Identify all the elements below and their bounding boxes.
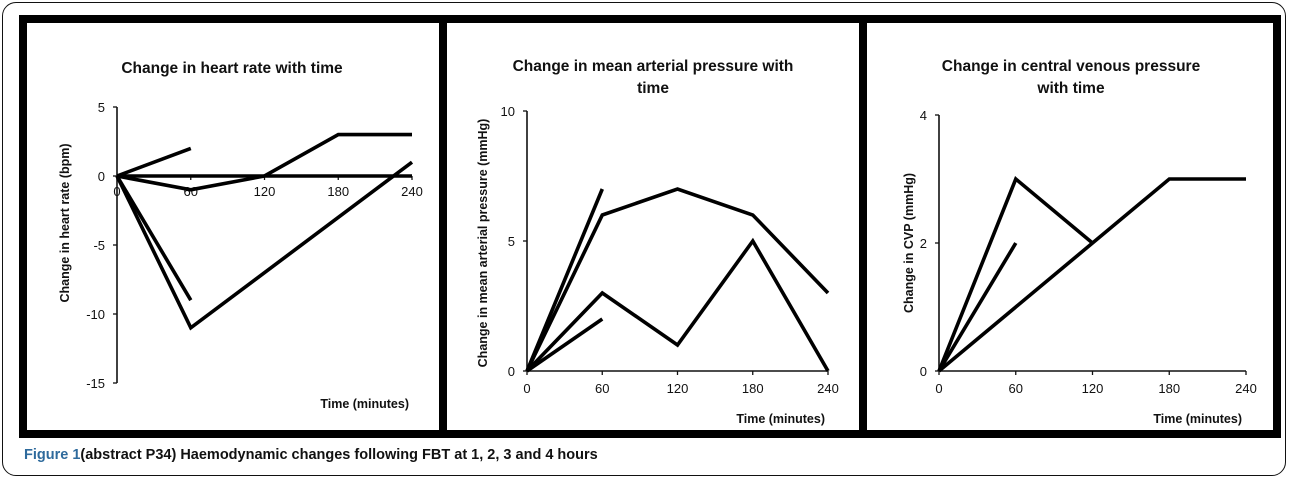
central-venous-pressure-chart: Change in central venous pressure with ti… [902,58,1257,426]
y-tick-label: 0 [508,364,515,379]
y-axis-title: Change in CVP (mmHg) [902,173,916,313]
series-line [116,174,412,192]
series-line [117,132,412,178]
chart-title: Change in mean arterial pressure with [513,58,794,75]
figure-caption-label: Figure 1 [24,447,81,463]
figure-caption-text: (abstract P34) Haemodynamic changes foll… [80,447,598,463]
y-tick-label: 2 [920,236,927,251]
y-tick-label: 4 [920,108,927,123]
y-tick-label: 10 [501,104,515,119]
heart-rate-chart: Change in heart rate with time 5 0 -5 -10 -15… [58,60,423,411]
x-tick-label: 120 [667,381,689,396]
series-line [115,160,414,331]
chart-title: time [637,80,669,97]
series-line [116,146,192,178]
y-tick-label: 0 [920,364,927,379]
x-tick-label: 180 [742,381,764,396]
x-tick-label: 60 [595,381,609,396]
mean-arterial-pressure-chart-panel: Change in mean arterial pressure with tim… [447,23,859,430]
x-axis-title: Time (minutes) [320,397,409,411]
central-venous-pressure-chart-panel: Change in central venous pressure with ti… [867,23,1273,430]
x-tick-label: 0 [523,381,530,396]
series-line [525,188,604,372]
y-tick-label: -5 [93,238,105,253]
x-tick-label: 240 [1235,381,1257,396]
x-tick-label: 120 [1082,381,1104,396]
y-tick-label: 5 [98,100,105,115]
chart-panels: Change in heart rate with time 5 0 -5 -10 -15… [19,15,1281,438]
y-axis-title: Change in mean arterial pressure (mmHg) [476,119,490,368]
x-tick-label: 0 [113,184,120,199]
y-axis-title: Change in heart rate (bpm) [58,143,72,302]
series-line [937,177,1246,373]
x-axis-title: Time (minutes) [1153,412,1242,426]
series-line [115,175,193,302]
y-tick-label: 0 [98,169,105,184]
figure-caption: Figure 1(abstract P34) Haemodynamic chan… [24,447,598,463]
x-tick-label: 240 [817,381,839,396]
y-tick-label: -15 [86,376,105,391]
series-line [525,237,830,373]
chart-title: Change in heart rate with time [121,60,343,77]
x-tick-label: 180 [1158,381,1180,396]
heart-rate-chart-panel: Change in heart rate with time 5 0 -5 -10 -15… [27,23,439,430]
x-axis-title: Time (minutes) [736,412,825,426]
x-tick-label: 60 [1009,381,1023,396]
series-line [525,187,830,372]
y-tick-label: -10 [86,307,105,322]
x-tick-label: 180 [327,184,349,199]
x-tick-label: 120 [254,184,276,199]
series-line [937,176,1094,372]
series-line [525,317,604,373]
mean-arterial-pressure-chart: Change in mean arterial pressure with tim… [476,58,839,426]
chart-title: Change in central venous pressure [942,58,1201,75]
x-tick-label: 240 [401,184,423,199]
series-line [937,242,1018,372]
chart-title: with time [1036,80,1105,97]
x-tick-label: 0 [935,381,942,396]
y-tick-label: 5 [508,234,515,249]
